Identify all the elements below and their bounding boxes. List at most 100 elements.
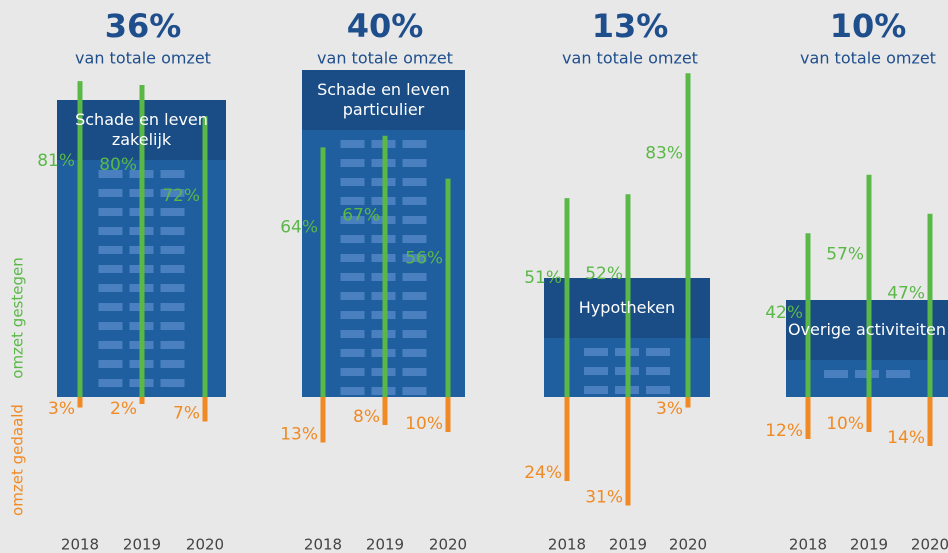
window — [403, 292, 427, 300]
window — [99, 246, 123, 254]
value-label: 10% — [405, 414, 443, 434]
window — [99, 265, 123, 273]
window — [341, 178, 365, 186]
building-name: Overige activiteiten — [786, 300, 948, 360]
x-tick-label: 2019 — [123, 536, 161, 553]
window — [99, 360, 123, 368]
share: 10% — [830, 7, 907, 45]
value-label: 2% — [110, 399, 137, 419]
window — [403, 235, 427, 243]
window — [403, 368, 427, 376]
window — [99, 208, 123, 216]
window — [99, 379, 123, 387]
x-tick-label: 2019 — [850, 536, 888, 553]
value-label: 72% — [162, 186, 200, 206]
window — [584, 348, 608, 356]
share: 36% — [105, 7, 182, 45]
window — [403, 311, 427, 319]
value-label: 31% — [585, 488, 623, 508]
value-label: 56% — [405, 249, 443, 269]
window — [341, 254, 365, 262]
share: 40% — [347, 7, 424, 45]
window — [99, 284, 123, 292]
window — [403, 216, 427, 224]
value-label: 8% — [353, 407, 380, 427]
window — [161, 227, 185, 235]
value-label: 14% — [887, 428, 925, 448]
building-name: Schade en leven zakelijk — [57, 100, 226, 160]
window — [341, 387, 365, 395]
window — [161, 322, 185, 330]
window — [341, 197, 365, 205]
window — [99, 189, 123, 197]
window — [99, 341, 123, 349]
x-tick-label: 2018 — [548, 536, 586, 553]
value-label: 3% — [48, 399, 75, 419]
subtitle: van totale omzet — [317, 49, 453, 68]
legend-label: omzet gedaald — [9, 404, 27, 516]
window — [161, 284, 185, 292]
value-label: 83% — [645, 143, 683, 163]
legend-label: omzet gestegen — [9, 257, 27, 378]
window — [161, 341, 185, 349]
window — [161, 265, 185, 273]
window — [584, 367, 608, 375]
value-label: 12% — [765, 421, 803, 441]
x-tick-label: 2020 — [911, 536, 948, 553]
window — [161, 246, 185, 254]
window — [161, 379, 185, 387]
window — [161, 208, 185, 216]
x-tick-label: 2019 — [609, 536, 647, 553]
building-name: Hypotheken — [544, 278, 710, 338]
share: 13% — [592, 7, 669, 45]
window — [341, 273, 365, 281]
x-tick-label: 2018 — [789, 536, 827, 553]
subtitle: van totale omzet — [562, 49, 698, 68]
window — [341, 235, 365, 243]
x-tick-label: 2019 — [366, 536, 404, 553]
window — [584, 386, 608, 394]
window — [403, 330, 427, 338]
x-tick-label: 2020 — [186, 536, 224, 553]
window — [886, 370, 910, 378]
value-label: 24% — [524, 463, 562, 483]
window — [646, 367, 670, 375]
window — [341, 349, 365, 357]
window — [341, 368, 365, 376]
window — [99, 322, 123, 330]
value-label: 7% — [173, 404, 200, 424]
window — [646, 386, 670, 394]
window — [341, 292, 365, 300]
window — [403, 273, 427, 281]
value-label: 10% — [826, 414, 864, 434]
subtitle: van totale omzet — [75, 49, 211, 68]
value-label: 64% — [280, 217, 318, 237]
value-label: 3% — [656, 399, 683, 419]
x-tick-label: 2020 — [429, 536, 467, 553]
building-name: Schade en leven particulier — [302, 70, 465, 130]
window — [341, 140, 365, 148]
window — [403, 140, 427, 148]
x-tick-label: 2018 — [304, 536, 342, 553]
window — [99, 303, 123, 311]
x-tick-label: 2018 — [61, 536, 99, 553]
window — [824, 370, 848, 378]
window — [341, 311, 365, 319]
window — [161, 170, 185, 178]
window — [341, 159, 365, 167]
x-tick-label: 2020 — [669, 536, 707, 553]
window — [161, 360, 185, 368]
infographic: 36% van totale omzet 2018 2019 2020 40% van to… — [0, 0, 948, 553]
window — [646, 348, 670, 356]
window — [403, 197, 427, 205]
chart: 36% van totale omzet 2018 2019 2020 40% van to… — [0, 0, 948, 553]
window — [403, 349, 427, 357]
window — [161, 303, 185, 311]
value-label: 57% — [826, 245, 864, 265]
subtitle: van totale omzet — [800, 49, 936, 68]
window — [403, 159, 427, 167]
window — [341, 330, 365, 338]
value-label: 67% — [342, 206, 380, 226]
window — [403, 178, 427, 186]
window — [403, 387, 427, 395]
